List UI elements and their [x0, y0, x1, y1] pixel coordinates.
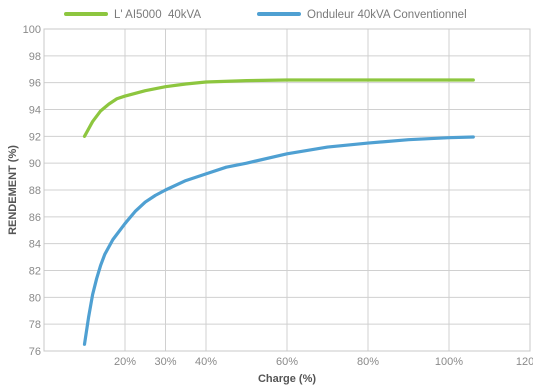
legend-label: L' AI5000 40kVA: [114, 9, 201, 21]
x-tick-label: 30%: [154, 356, 176, 368]
y-tick-label: 92: [29, 131, 41, 143]
y-tick-label: 78: [29, 319, 41, 331]
x-tick-label: 20%: [114, 356, 136, 368]
y-tick-label: 100: [23, 24, 41, 36]
x-axis-title: Charge (%): [258, 373, 316, 385]
x-tick-label: 120%: [516, 356, 533, 368]
plot-frame: [43, 28, 531, 352]
series-layer: [82, 78, 475, 346]
y-tick-label: 90: [29, 158, 41, 170]
y-tick-label: 98: [29, 51, 41, 63]
y-tick-label: 94: [29, 105, 41, 117]
y-tick-label: 96: [29, 78, 41, 90]
legend-item-1: L' AI5000 40kVA: [64, 9, 201, 21]
y-tick-label: 80: [29, 292, 41, 304]
legend-label: Onduleur 40kVA Conventionnel: [307, 9, 467, 21]
series-line-1: [82, 78, 475, 138]
legend-item-2: Onduleur 40kVA Conventionnel: [257, 9, 467, 21]
tick-labels: 76 78 80 82 84 86 88 90 92 94 96 98 100 20% 30% 40% 60% 8…: [23, 24, 533, 368]
series-line-2: [82, 135, 475, 346]
y-tick-label: 84: [29, 239, 41, 251]
x-tick-label: 60%: [276, 356, 298, 368]
x-tick-label: 40%: [195, 356, 217, 368]
y-tick-label: 88: [29, 185, 41, 197]
x-tick-label: 100%: [435, 356, 463, 368]
y-tick-label: 76: [29, 346, 41, 358]
legend: L' AI5000 40kVA Onduleur 40kVA Convention…: [64, 9, 467, 21]
y-tick-label: 82: [29, 266, 41, 278]
y-tick-label: 86: [29, 212, 41, 224]
x-tick-label: 80%: [357, 356, 379, 368]
y-axis-title: RENDEMENT (%): [7, 145, 19, 235]
